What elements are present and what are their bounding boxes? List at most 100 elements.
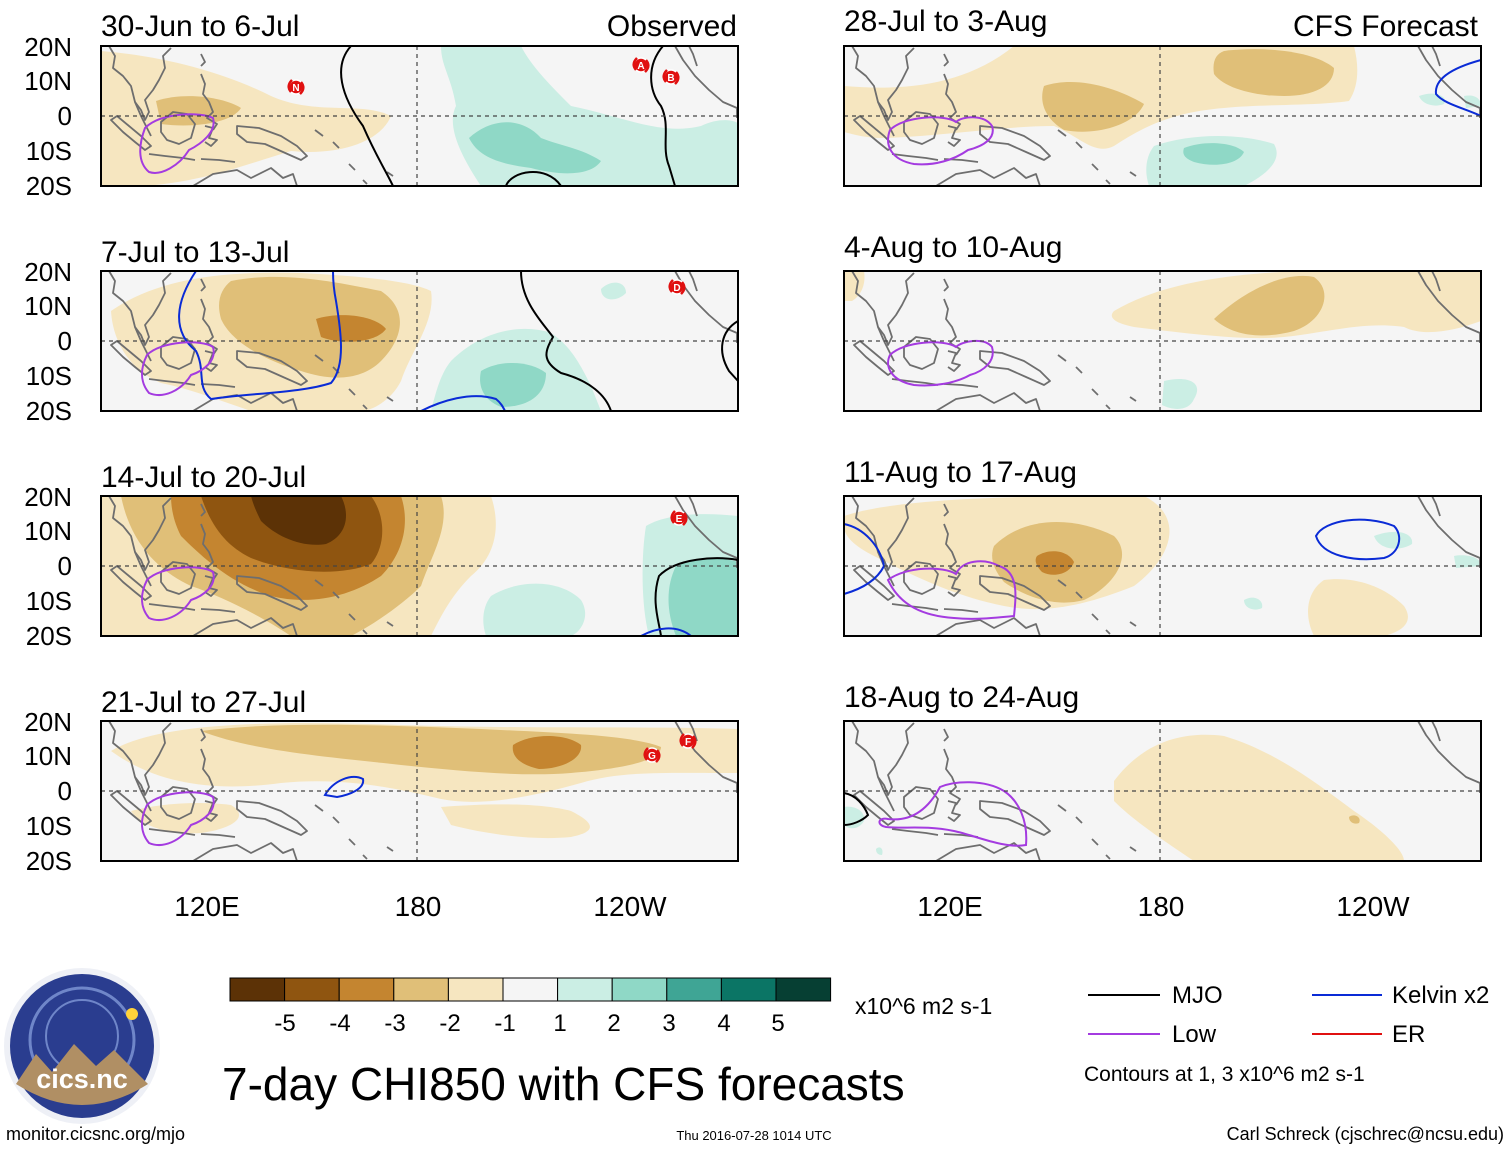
lat-label: 20N [24, 707, 72, 737]
colorbar-box [720, 977, 777, 1002]
colorbar-tick: -4 [329, 1010, 350, 1037]
lat-label: 20N [24, 257, 72, 287]
contours [141, 270, 739, 412]
storm-marker: D [668, 278, 686, 296]
contours [887, 59, 1482, 166]
colorbar-tick: 5 [771, 1010, 784, 1037]
colorbar-tick: 1 [553, 1010, 566, 1037]
figure-title: 7-day CHI850 with CFS forecasts [222, 1058, 905, 1110]
colorbar-box [502, 977, 559, 1002]
colorbar-box [611, 977, 668, 1002]
footer-credit: Carl Schreck (cjschrec@ncsu.edu) [1227, 1124, 1504, 1144]
contours [843, 518, 1401, 620]
lat-label: 20S [26, 621, 72, 651]
storm-markers: N A B D E G F [287, 56, 697, 764]
footer-url: monitor.cicsnc.org/mjo [6, 1124, 185, 1144]
panel-title-week8: 18-Aug to 24-Aug [844, 681, 1079, 714]
lat-axis-panel1: 20N 10N 0 10S 20S [24, 32, 72, 201]
legend-label-kelvin: Kelvin x2 [1392, 982, 1489, 1009]
lat-label: 10S [26, 361, 72, 391]
legend-label-low: Low [1172, 1021, 1217, 1048]
storm-letter: D [673, 283, 680, 294]
panel-observed-week3 [100, 495, 739, 637]
anomaly-shading [844, 496, 1481, 636]
lat-axis-panel3: 20N 10N 0 10S 20S [24, 482, 72, 651]
contour-note: Contours at 1, 3 x10^6 m2 s-1 [1084, 1063, 1365, 1086]
lon-axis-labels: 120E 180 120W 120E 180 120W [174, 891, 1410, 922]
colorbar-box [338, 977, 395, 1002]
storm-letter: B [667, 73, 674, 84]
lat-label: 10N [24, 741, 72, 771]
colorbar-tick: -2 [439, 1010, 460, 1037]
lat-label: 0 [58, 551, 72, 581]
lat-label: 10S [26, 811, 72, 841]
storm-letter: G [648, 751, 656, 762]
anomaly-shading [111, 723, 738, 839]
lon-label-right-120w: 120W [1336, 891, 1410, 922]
storm-letter: F [685, 737, 691, 748]
anomaly-shading [844, 734, 1404, 861]
storm-marker: B [662, 68, 680, 86]
colorbar-ticks: -5 -4 -3 -2 -1 1 2 3 4 5 [274, 1010, 784, 1037]
lon-label-right-120e: 120E [917, 891, 982, 922]
contour-legend: MJO Kelvin x2 Low ER Contours at 1, 3 x1… [1084, 982, 1489, 1086]
colorbar-tick: 2 [607, 1010, 620, 1037]
colorbar-tick: 3 [662, 1010, 675, 1037]
storm-marker: F [679, 732, 697, 750]
panel-observed-week1 [100, 45, 739, 187]
lat-label: 10S [26, 586, 72, 616]
logo-text: cics.nc [36, 1064, 128, 1094]
storm-marker: G [643, 746, 661, 764]
colorbar-tick: -1 [494, 1010, 515, 1037]
contours [887, 340, 994, 387]
column-label-observed: Observed [607, 10, 737, 43]
panel-title-week4: 21-Jul to 27-Jul [101, 686, 306, 719]
colorbar-tick: -3 [384, 1010, 405, 1037]
lat-label: 10N [24, 291, 72, 321]
storm-letter: E [676, 514, 683, 525]
colorbar-box [775, 977, 832, 1002]
column-label-forecast: CFS Forecast [1293, 10, 1479, 43]
lat-label: 0 [58, 776, 72, 806]
colorbar-box [229, 977, 286, 1002]
lat-label: 10N [24, 66, 72, 96]
lon-label-left-120e: 120E [174, 891, 239, 922]
lat-label: 10N [24, 516, 72, 546]
lat-label: 0 [58, 101, 72, 131]
panel-forecast-week3 [843, 495, 1482, 637]
lon-label-left-120w: 120W [593, 891, 667, 922]
panel-title-week6: 4-Aug to 10-Aug [844, 231, 1062, 264]
colorbar-units: x10^6 m2 s-1 [855, 993, 992, 1019]
lon-label-left-180: 180 [395, 891, 442, 922]
storm-marker: N [287, 78, 305, 96]
lat-label: 20N [24, 32, 72, 62]
panel-title-week5: 28-Jul to 3-Aug [844, 5, 1047, 38]
lat-label: 20S [26, 846, 72, 876]
contours [141, 776, 365, 846]
colorbar-tick: 4 [717, 1010, 730, 1037]
lat-label: 20S [26, 171, 72, 201]
footer-timestamp: Thu 2016-07-28 1014 UTC [676, 1128, 831, 1143]
anomaly-shading [844, 271, 1481, 409]
panel-observed-week4 [100, 720, 739, 862]
colorbar-box [666, 977, 722, 1002]
panel-forecast-week2 [843, 270, 1482, 412]
colorbar-box [393, 977, 449, 1002]
anomaly-shading [111, 272, 626, 411]
lat-label: 20S [26, 396, 72, 426]
panel-titles: 30-Jun to 6-Jul Observed 7-Jul to 13-Jul… [101, 5, 1479, 719]
lat-label: 0 [58, 326, 72, 356]
storm-marker: E [670, 509, 688, 527]
panel-forecast-week1 [843, 45, 1482, 187]
anomaly-shading [101, 496, 738, 636]
legend-label-mjo: MJO [1172, 982, 1223, 1009]
panel-title-week1: 30-Jun to 6-Jul [101, 10, 299, 43]
colorbar [229, 977, 832, 1002]
colorbar-box [557, 977, 613, 1002]
lat-axis-labels: 20N 10N 0 10S 20S 20N 10N 0 10S 20S 20N … [24, 32, 72, 876]
panel-observed-week2 [100, 270, 739, 412]
panel-title-week2: 7-Jul to 13-Jul [101, 236, 289, 269]
colorbar-box [284, 977, 340, 1002]
colorbar-box [447, 977, 504, 1002]
storm-marker: A [632, 56, 650, 74]
